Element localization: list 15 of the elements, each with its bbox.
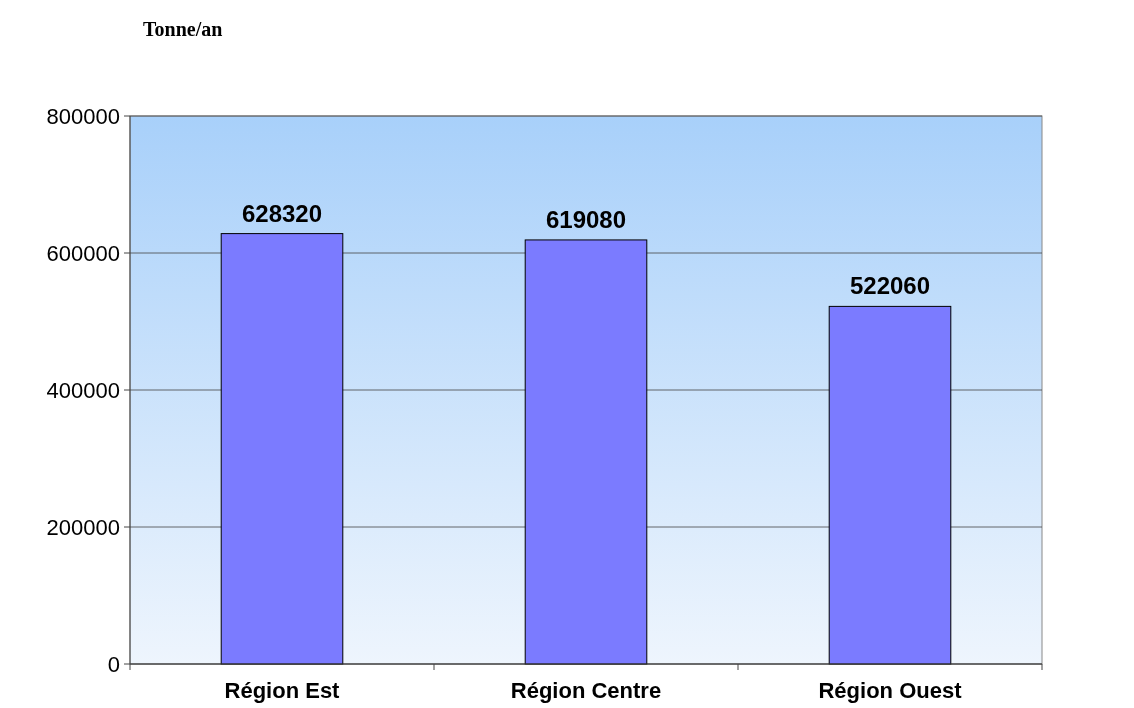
y-tick-label: 600000 <box>46 240 120 266</box>
x-tick-label: Région Centre <box>510 678 662 703</box>
bar <box>524 239 648 665</box>
x-tick-label: Région Ouest <box>818 678 963 703</box>
y-tick-label: 400000 <box>46 377 120 403</box>
y-tick-label: 200000 <box>46 514 120 540</box>
data-label: 522060 <box>849 272 931 300</box>
x-tick-label: Région Est <box>224 678 341 703</box>
data-label: 619080 <box>545 205 627 233</box>
data-label: 628320 <box>241 199 323 227</box>
y-tick-label: 0 <box>107 651 120 677</box>
y-tick-label: 800000 <box>46 103 120 129</box>
bar <box>220 233 344 665</box>
y-axis-title: Tonne/an <box>143 18 223 40</box>
bar <box>828 305 952 665</box>
